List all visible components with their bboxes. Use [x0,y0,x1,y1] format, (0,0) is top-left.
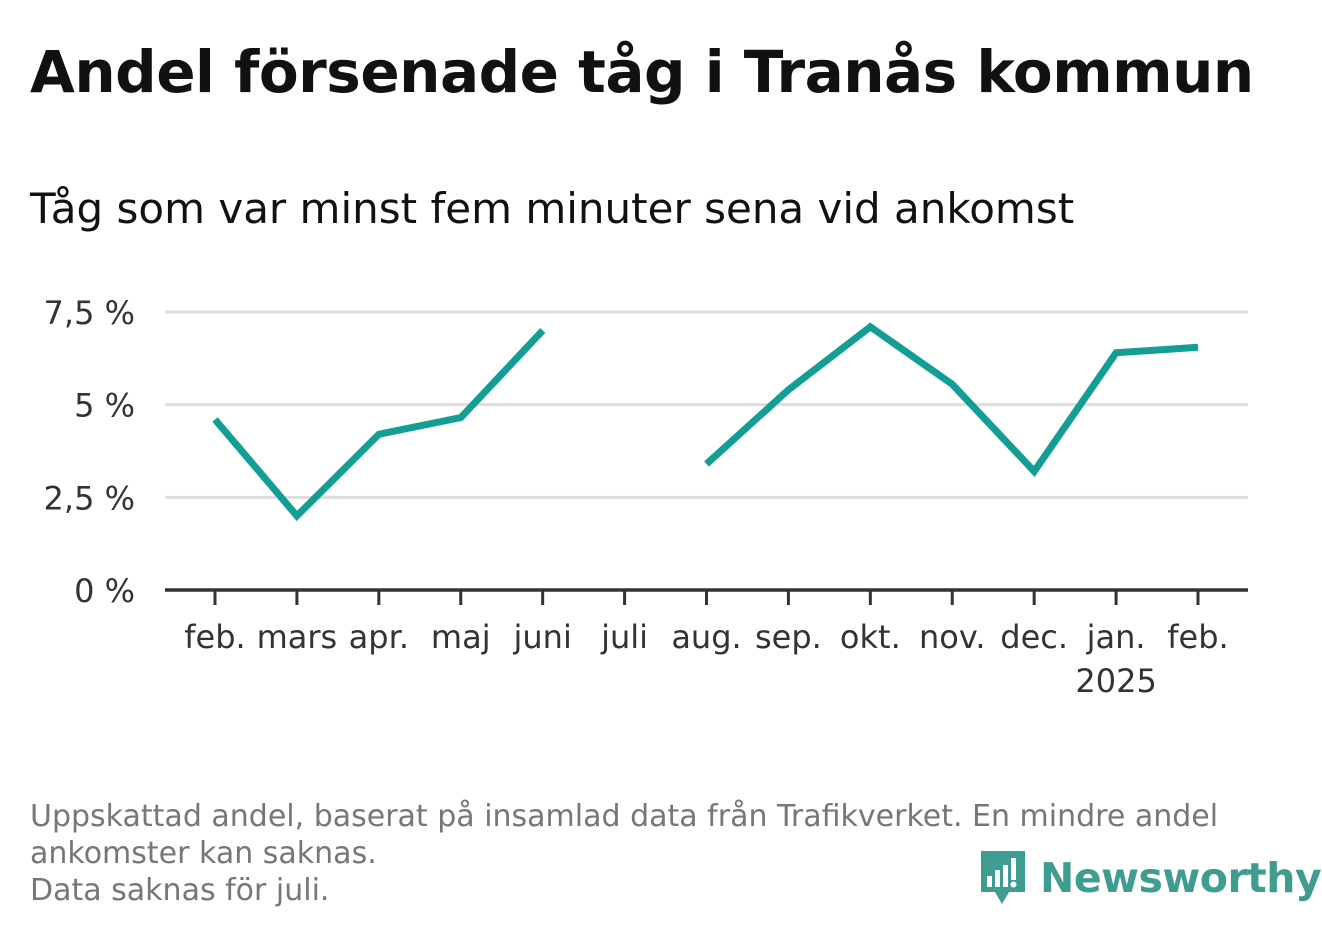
x-tick-label: okt. [840,618,901,656]
footnote-line: ankomster kan saknas. [30,836,377,871]
x-tick-label: juli [600,618,648,656]
brand-name: Newsworthy [1040,854,1322,902]
x-tick-label: dec. [1000,618,1068,656]
x-tick-label: sep. [755,618,822,656]
y-tick-label: 2,5 % [44,479,135,517]
x-tick-label: jan. [1086,618,1146,656]
x-tick-label: maj [431,618,491,656]
x-tick-label: apr. [349,618,409,656]
line-chart: 0 % 2,5 % 5 % 7,5 % feb. mars apr. maj juni juli… [44,294,1248,700]
chart-subtitle: Tåg som var minst fem minuter sena vid a… [30,184,1075,233]
x-tick-label: aug. [671,618,741,656]
series-line [704,322,1199,477]
chart-title: Andel försenade tåg i Tranås kommun [30,38,1254,106]
x-tick-label: mars [257,618,338,656]
series-line [212,328,546,522]
footnote: Uppskattad andel, baserat på insamlad da… [30,798,1280,909]
x-tick-label: nov. [919,618,985,656]
y-tick-label: 7,5 % [44,294,135,332]
y-tick-label: 5 % [74,387,135,425]
x-tick-label: feb. [1167,618,1228,656]
footnote-line: Uppskattad andel, baserat på insamlad da… [30,799,1219,834]
y-tick-label: 0 % [74,572,135,610]
x-tick-label: feb. [184,618,245,656]
brand-logo: Newsworthy [978,848,1322,908]
footnote-line: Data saknas för juli. [30,873,330,908]
x-tick-label: juni [512,618,571,656]
newsworthy-logo-icon [981,851,1025,904]
x-year-label: 2025 [1075,662,1156,700]
